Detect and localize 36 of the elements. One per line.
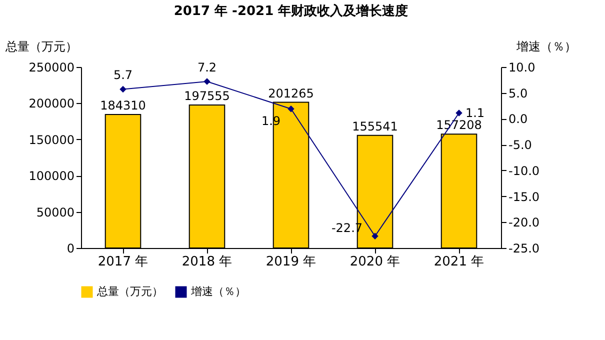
x-tick-label: 2020 年 bbox=[350, 254, 400, 270]
y-axis-title: 总量（万元） bbox=[4, 40, 78, 54]
x-tick-label: 2021 年 bbox=[434, 254, 484, 270]
y2-axis-title: 增速（％） bbox=[516, 40, 576, 54]
point bbox=[456, 110, 462, 116]
y2-tick-label: -25.0 bbox=[508, 242, 540, 256]
y-tick-label: 200000 bbox=[28, 96, 74, 111]
x-tick-label: 2017 年 bbox=[98, 254, 148, 270]
y-tick-label: 0 bbox=[66, 242, 74, 256]
x-tick-label: 2018 年 bbox=[182, 254, 232, 270]
x-tick-label: 2019 年 bbox=[266, 254, 316, 270]
chart-title: 2017 年 -2021 年财政收入及增长速度 bbox=[174, 3, 408, 19]
y2-tick-label: -10.0 bbox=[508, 164, 540, 178]
y2-tick-label: -20.0 bbox=[508, 216, 540, 230]
y-tick-label: 250000 bbox=[28, 60, 74, 74]
y-tick-label: 50000 bbox=[36, 205, 74, 220]
y2-tick-label: 5.0 bbox=[508, 86, 528, 100]
y2-tick-label: -15.0 bbox=[508, 190, 540, 204]
point bbox=[372, 232, 378, 240]
point bbox=[288, 106, 294, 112]
legend-label: 总量（万元） bbox=[96, 285, 163, 298]
y2-tick-label: 10.0 bbox=[508, 60, 536, 74]
point bbox=[120, 86, 126, 93]
data-label: 197555 bbox=[184, 88, 230, 103]
data-label: 155541 bbox=[352, 119, 398, 134]
data-label: 184310 bbox=[100, 98, 146, 113]
data-label: 1.1 bbox=[465, 106, 485, 120]
data-label: 7.2 bbox=[197, 60, 217, 74]
y-tick-label: 100000 bbox=[28, 169, 74, 184]
legend-label: 增速（％） bbox=[190, 285, 246, 298]
y2-tick-label: -5.0 bbox=[508, 138, 532, 152]
point bbox=[204, 78, 210, 85]
y-tick-label: 150000 bbox=[28, 132, 74, 147]
y2-tick-label: 0.0 bbox=[508, 112, 528, 126]
data-label: 201265 bbox=[268, 86, 314, 100]
data-label: 5.7 bbox=[113, 68, 133, 82]
